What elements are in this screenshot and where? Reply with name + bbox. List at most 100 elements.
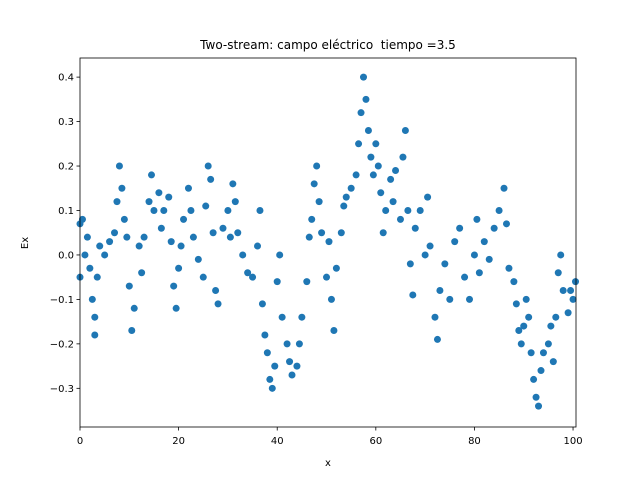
point [170,282,178,290]
point [86,264,94,272]
point [256,206,264,214]
point [204,162,212,170]
point [212,287,220,295]
point [362,95,370,103]
point [88,295,96,303]
point [226,233,234,241]
point [369,171,377,179]
point [96,242,104,250]
point [202,202,210,210]
point [554,269,562,277]
point [517,340,525,348]
point [495,206,503,214]
point [93,273,101,281]
point [189,233,197,241]
point [266,375,274,383]
x-tick-label: 0 [77,436,83,447]
point [184,184,192,192]
point [387,175,395,183]
point [342,193,350,201]
point [461,273,469,281]
point [544,340,552,348]
point [421,251,429,259]
point [263,349,271,357]
point [382,206,390,214]
point [135,242,143,250]
point [187,206,195,214]
point [150,206,158,214]
point [401,126,409,134]
point [155,189,163,197]
point [480,238,488,246]
point [318,229,326,237]
point [209,229,217,237]
point [145,198,153,206]
point [532,393,540,401]
point [399,153,407,161]
point [515,327,523,335]
point [261,331,269,339]
point [475,269,483,277]
point [352,171,360,179]
point [111,229,119,237]
point [535,402,543,410]
point [456,224,464,232]
point [253,242,261,250]
point [244,269,252,277]
point [310,180,318,188]
y-axis-label: Ex [20,237,31,249]
point [327,295,335,303]
point [160,206,168,214]
x-tick-label: 20 [172,436,185,447]
point [404,206,412,214]
point [431,313,439,321]
point [258,300,266,308]
point [308,215,316,223]
point [303,278,311,286]
point [357,109,365,117]
point [315,198,323,206]
point [466,295,474,303]
point [165,193,173,201]
point [473,215,481,223]
y-tick-label: −0.2 [50,339,74,350]
point [485,255,493,263]
point [115,162,123,170]
point [234,229,242,237]
point [295,340,303,348]
point [273,278,281,286]
point [113,198,121,206]
point [91,331,99,339]
point [286,358,294,366]
plot-frame [79,57,577,428]
point [332,264,340,272]
y-tick-label: 0.3 [58,117,74,128]
point [172,304,180,312]
point [268,384,276,392]
point [106,238,114,246]
point [337,229,345,237]
y-tick-label: 0.1 [58,206,74,217]
point [229,180,237,188]
point [490,224,498,232]
point [416,206,424,214]
point [224,206,232,214]
point [118,184,126,192]
point [91,313,99,321]
point [140,233,148,241]
point [525,313,533,321]
point [539,349,547,357]
chart-title: Two-stream: campo eléctrico tiempo =3.5 [199,38,456,52]
point [451,238,459,246]
point [396,215,404,223]
point [500,184,508,192]
point [177,242,185,250]
point [377,189,385,197]
point [389,198,397,206]
point [207,175,215,183]
point [411,224,419,232]
point [271,362,279,370]
y-tick-label: 0.4 [58,73,74,84]
point [406,260,414,268]
